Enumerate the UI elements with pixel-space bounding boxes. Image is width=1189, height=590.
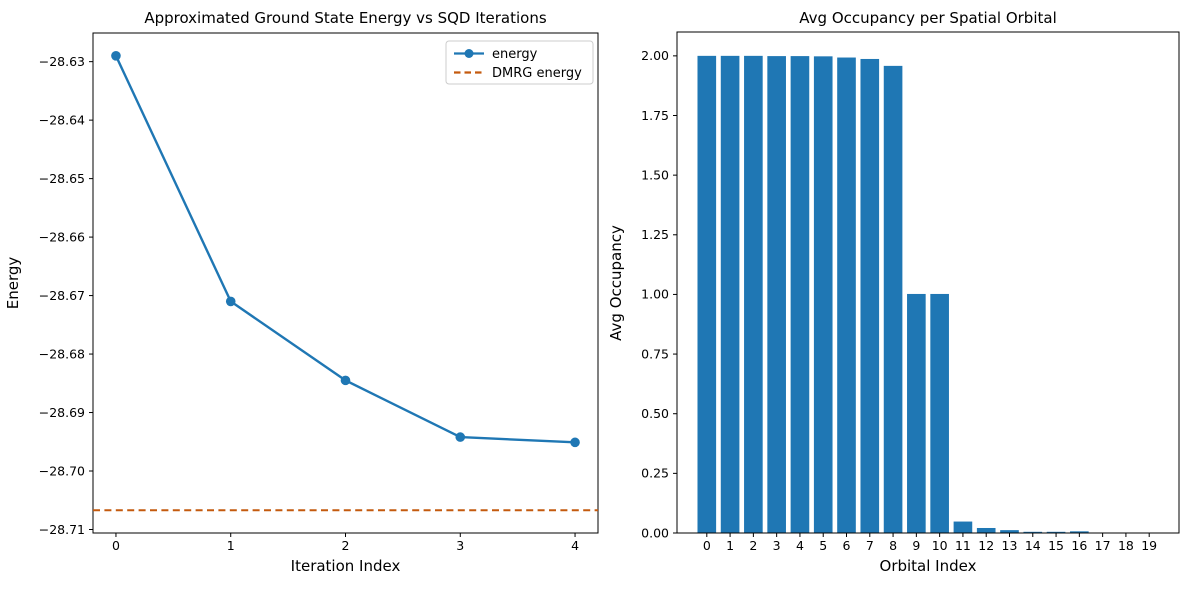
occupancy-bar-10 [930,293,949,533]
legend-box [445,40,594,85]
occupancy-bar-2 [744,55,763,533]
occupancy-x-tick-label: 4 [796,538,804,553]
occupancy-x-tick-label: 0 [703,538,711,553]
occupancy-x-tick-label: 5 [819,538,827,553]
energy-x-tick-label: 3 [456,538,464,553]
occupancy-x-tick-label: 8 [889,538,897,553]
energy-y-ticks: −28.63 −28.64 −28.65 −28.66 −28.67 −28.68 −28.… [39,54,93,537]
energy-y-tick-label: −28.63 [39,54,85,69]
occupancy-chart-ylabel: Avg Occupancy [607,225,625,341]
occupancy-y-tick-label: 1.50 [641,167,669,182]
energy-data-point [340,375,351,386]
occupancy-x-tick-label: 11 [955,538,971,553]
occupancy-bar-5 [813,56,833,533]
energy-data-point [111,51,121,61]
occupancy-bar-4 [790,56,810,534]
occupancy-spines [676,31,1180,534]
occupancy-y-tick-label: 1.25 [641,227,669,242]
occupancy-y-tick-label: 2.00 [641,48,669,63]
occupancy-y-ticks: 0.00 0.25 0.50 0.75 1.00 1.25 1.50 1.75 2.00 [641,48,677,540]
energy-chart-ylabel: Energy [4,257,22,310]
occupancy-x-ticks: 0 1 2 3 4 5 6 7 8 9 10 11 12 13 14 15 16 17 18 19 [703,533,1157,553]
occupancy-bar-8 [883,65,903,534]
energy-y-tick-label: −28.70 [39,463,85,478]
occupancy-chart-xlabel: Orbital Index [880,557,977,575]
occupancy-bar-1 [720,55,740,533]
energy-y-tick-label: −28.71 [39,522,85,537]
energy-y-tick-label: −28.66 [39,229,85,244]
occupancy-x-tick-label: 2 [749,538,757,553]
occupancy-bar-11 [953,521,973,533]
occupancy-x-tick-label: 9 [912,538,920,553]
energy-y-tick-label: −28.64 [39,112,85,127]
occupancy-bar-15 [1046,531,1066,533]
energy-x-tick-label: 4 [571,538,579,553]
occupancy-bars [697,55,1159,534]
occupancy-x-tick-label: 18 [1118,538,1134,553]
legend-entry-label: DMRG energy [492,66,582,81]
occupancy-y-tick-label: 1.75 [641,108,669,123]
occupancy-x-tick-label: 17 [1095,538,1111,553]
legend-entry-label: energy [492,47,538,62]
occupancy-x-tick-label: 19 [1141,538,1157,553]
occupancy-x-tick-label: 3 [773,538,781,553]
energy-data-point [225,296,236,307]
legend-sample-marker [464,49,474,58]
energy-data-point [570,437,580,448]
occupancy-x-tick-label: 14 [1025,538,1041,553]
occupancy-bar-0 [697,55,717,533]
energy-x-ticks: 0 1 2 3 4 [112,533,579,553]
occupancy-x-tick-label: 6 [843,538,851,553]
occupancy-x-tick-label: 15 [1048,538,1064,553]
legend: energy DMRG energy [445,40,594,85]
occupancy-chart-title: Avg Occupancy per Spatial Orbital [799,9,1056,27]
occupancy-bar-9 [907,293,926,533]
occupancy-x-tick-label: 7 [866,538,874,553]
energy-plot-area: 0 1 2 3 4−28.63−28.64−28.65−28.66−28.67−28.6… [39,32,599,553]
occupancy-y-tick-label: 0.75 [641,346,669,361]
occupancy-bar-7 [860,58,880,534]
energy-line-chart: Approximated Ground State Energy vs SQD … [4,9,599,575]
occupancy-bar-14 [1023,531,1043,533]
energy-chart-xlabel: Iteration Index [291,557,401,575]
occupancy-y-tick-label: 0.50 [641,406,669,421]
occupancy-y-tick-label: 0.00 [641,525,669,540]
energy-data-point [455,432,466,442]
occupancy-bar-3 [767,56,786,534]
occupancy-bar-16 [1070,531,1089,533]
occupancy-bar-chart: Avg Occupancy per Spatial Orbital Orbita… [607,9,1180,575]
occupancy-x-tick-label: 12 [978,538,994,553]
energy-chart-title: Approximated Ground State Energy vs SQD … [144,9,547,27]
occupancy-bar-6 [837,57,856,534]
occupancy-bar-13 [1000,530,1019,533]
energy-spines [92,32,599,534]
energy-x-tick-label: 0 [112,538,120,553]
occupancy-x-tick-label: 16 [1071,538,1087,553]
occupancy-y-tick-label: 1.00 [641,287,669,302]
energy-y-tick-label: −28.69 [39,405,85,420]
occupancy-x-tick-label: 13 [1002,538,1018,553]
energy-y-tick-label: −28.67 [39,288,85,303]
energy-x-tick-label: 1 [227,538,235,553]
occupancy-x-tick-label: 1 [726,538,734,553]
energy-x-tick-label: 2 [342,538,350,553]
occupancy-plot-area: 0 1 2 3 4 5 6 7 8 9 10 11 12 13 14 15 16 17 18 190.000.250.… [641,31,1180,553]
occupancy-y-tick-label: 0.25 [641,466,669,481]
occupancy-bar-12 [976,527,996,533]
energy-y-tick-label: −28.68 [39,346,85,361]
occupancy-x-tick-label: 10 [932,538,948,553]
energy-y-tick-label: −28.65 [39,171,85,186]
